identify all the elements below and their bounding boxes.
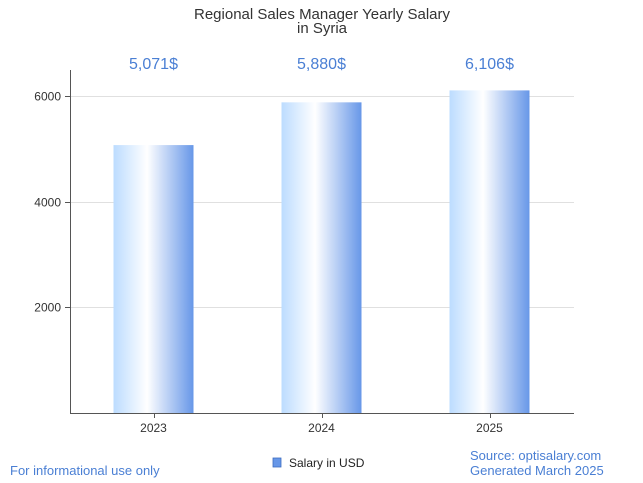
footer-generated: Generated March 2025 xyxy=(470,463,604,478)
y-axis-ticks: 2000 4000 6000 xyxy=(34,90,70,315)
x-tick-label-2023: 2023 xyxy=(140,421,167,435)
legend[interactable]: Salary in USD xyxy=(272,456,365,470)
value-labels: 5,071$ 5,880$ 6,106$ xyxy=(129,56,514,73)
chart-title-line-1: Regional Sales Manager Yearly Salary xyxy=(194,6,450,23)
footer-disclaimer: For informational use only xyxy=(10,463,160,478)
y-tick-label: 4000 xyxy=(34,196,61,210)
bar-2025[interactable] xyxy=(449,90,530,414)
x-tick-label-2024: 2024 xyxy=(308,421,335,435)
value-label-2024: 5,880$ xyxy=(297,56,346,73)
legend-label: Salary in USD xyxy=(289,456,365,470)
footer-source: Source: optisalary.com xyxy=(470,448,601,463)
y-tick-label: 2000 xyxy=(34,301,61,315)
bar-2023[interactable] xyxy=(113,145,194,414)
chart-title-line-2: in Syria xyxy=(297,20,348,37)
bars xyxy=(113,90,530,414)
bar-2024[interactable] xyxy=(281,102,362,413)
x-axis-ticks: 2023 2024 2025 xyxy=(140,413,503,435)
value-label-2023: 5,071$ xyxy=(129,56,178,73)
y-tick-label: 6000 xyxy=(34,90,61,104)
legend-swatch xyxy=(272,457,282,468)
x-tick-label-2025: 2025 xyxy=(476,421,503,435)
value-label-2025: 6,106$ xyxy=(465,56,514,73)
